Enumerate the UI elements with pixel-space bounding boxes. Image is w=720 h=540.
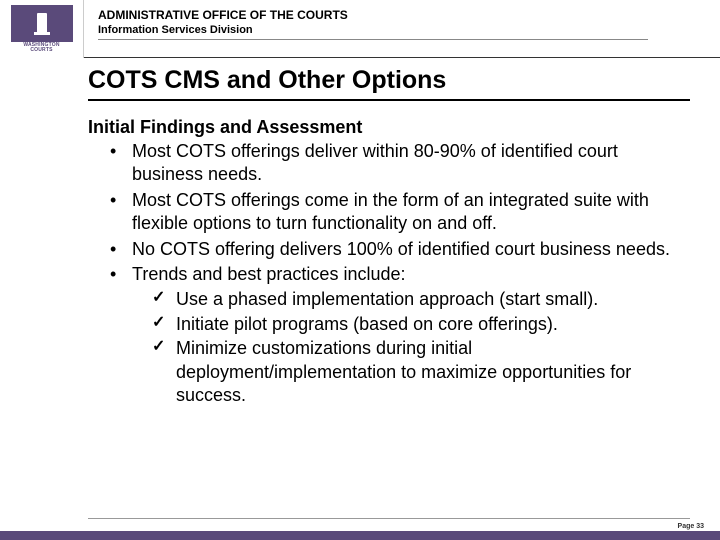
section-heading: Initial Findings and Assessment: [88, 117, 690, 138]
logo: WASHINGTON COURTS: [0, 0, 84, 58]
footer-band: [0, 531, 720, 540]
check-list: Use a phased implementation approach (st…: [88, 288, 690, 407]
check-item: Initiate pilot programs (based on core o…: [152, 313, 690, 336]
bullet-item: No COTS offering delivers 100% of identi…: [110, 238, 690, 261]
org-name: ADMINISTRATIVE OFFICE OF THE COURTS: [98, 8, 720, 22]
header-text: ADMINISTRATIVE OFFICE OF THE COURTS Info…: [84, 0, 720, 57]
division-name: Information Services Division: [98, 24, 648, 40]
bullet-item: Trends and best practices include:: [110, 263, 690, 286]
footer: Page 33: [0, 518, 720, 540]
bullet-item: Most COTS offerings come in the form of …: [110, 189, 690, 236]
check-item: Minimize customizations during initial d…: [152, 337, 690, 407]
footer-rule: [88, 518, 690, 519]
slide-content: COTS CMS and Other Options Initial Findi…: [0, 58, 720, 407]
slide-title: COTS CMS and Other Options: [88, 66, 690, 101]
header-bar: WASHINGTON COURTS ADMINISTRATIVE OFFICE …: [0, 0, 720, 58]
bullet-item: Most COTS offerings deliver within 80-90…: [110, 140, 690, 187]
logo-graphic: [11, 5, 73, 42]
logo-text-bottom: COURTS: [30, 47, 52, 53]
check-item: Use a phased implementation approach (st…: [152, 288, 690, 311]
bullet-list: Most COTS offerings deliver within 80-90…: [88, 140, 690, 286]
page-number: Page 33: [678, 523, 704, 530]
